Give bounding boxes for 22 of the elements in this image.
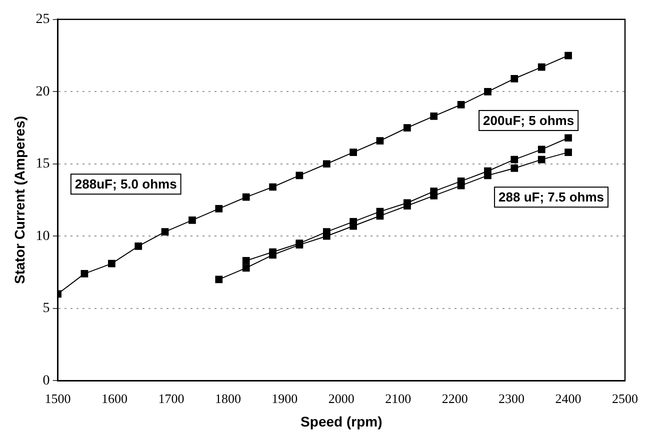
- x-tick-label: 2300: [498, 390, 525, 406]
- x-tick-label: 1800: [214, 390, 241, 406]
- x-tick-label: 2100: [385, 390, 412, 406]
- y-tick-label: 0: [42, 373, 50, 388]
- y-tick-label: 5: [42, 301, 50, 316]
- text: 288uF; 5.0 ohms: [74, 176, 177, 192]
- x-tick-label: 2500: [612, 390, 638, 406]
- y-tick-label: 25: [36, 12, 50, 28]
- x-tick-label: 2200: [442, 390, 468, 406]
- y-tick-label: 20: [36, 84, 50, 100]
- x-tick-label: 1500: [44, 390, 71, 406]
- y-tick-label: 10: [36, 228, 50, 244]
- series-label: 200uF; 5 ohms: [483, 113, 574, 128]
- x-tick-label: 2000: [328, 390, 354, 406]
- y-axis-title: Stator Current (Amperes): [11, 116, 28, 284]
- x-axis-title: Speed (rpm): [300, 413, 382, 430]
- y-tick-label: 15: [36, 156, 50, 172]
- x-tick-label: 1600: [102, 390, 128, 406]
- x-tick-label: 1900: [272, 390, 298, 406]
- x-tick-label: 2400: [555, 390, 582, 406]
- x-tick-label: 1700: [158, 390, 184, 406]
- series-label: 288 uF; 7.5 ohms: [498, 190, 604, 205]
